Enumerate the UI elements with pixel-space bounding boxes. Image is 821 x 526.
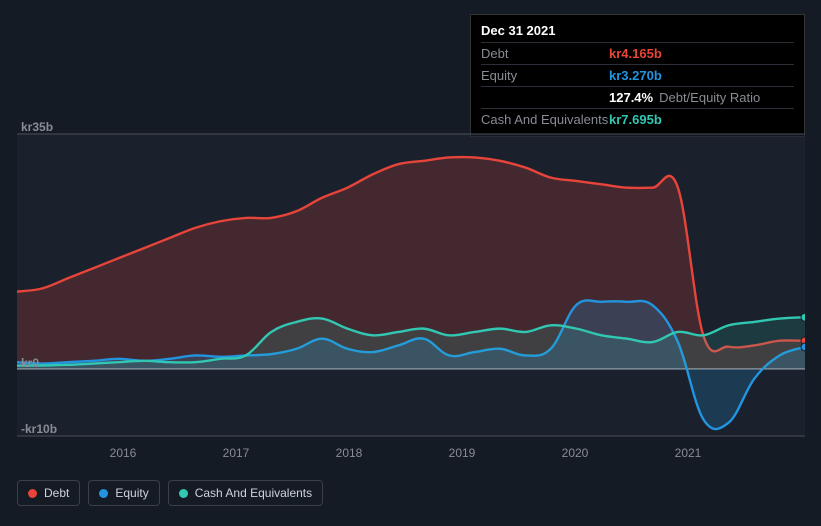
- tooltip-row-debt: Debt kr4.165b: [481, 42, 794, 64]
- y-tick-label: -kr10b: [21, 422, 57, 436]
- tooltip-value-ratio: 127.4% Debt/Equity Ratio: [609, 90, 760, 105]
- legend-label: Debt: [44, 486, 69, 500]
- y-tick-label: kr35b: [21, 120, 53, 134]
- x-tick-label: 2016: [110, 446, 137, 460]
- tooltip-label: Debt: [481, 46, 609, 61]
- tooltip-ratio-suffix: Debt/Equity Ratio: [659, 90, 760, 105]
- legend-label: Cash And Equivalents: [195, 486, 312, 500]
- tooltip-row-equity: Equity kr3.270b: [481, 64, 794, 86]
- tooltip-label: Equity: [481, 68, 609, 83]
- legend-item-debt[interactable]: Debt: [17, 480, 80, 506]
- legend-item-cash[interactable]: Cash And Equivalents: [168, 480, 323, 506]
- chart-area[interactable]: kr35b kr0 -kr10b 2016 2017 2018 2019 202…: [17, 120, 805, 470]
- legend-dot: [28, 489, 37, 498]
- tooltip-panel: Dec 31 2021 Debt kr4.165b Equity kr3.270…: [470, 14, 805, 137]
- tooltip-date: Dec 31 2021: [481, 23, 794, 38]
- x-tick-label: 2017: [223, 446, 250, 460]
- x-tick-label: 2018: [336, 446, 363, 460]
- x-tick-label: 2021: [675, 446, 702, 460]
- tooltip-ratio-pct: 127.4%: [609, 90, 653, 105]
- legend-dot: [179, 489, 188, 498]
- legend-dot: [99, 489, 108, 498]
- legend-item-equity[interactable]: Equity: [88, 480, 159, 506]
- tooltip-value-equity: kr3.270b: [609, 68, 662, 83]
- tooltip-label: [481, 90, 609, 105]
- x-tick-label: 2019: [449, 446, 476, 460]
- x-tick-label: 2020: [562, 446, 589, 460]
- tooltip-row-ratio: 127.4% Debt/Equity Ratio: [481, 86, 794, 108]
- tooltip-value-debt: kr4.165b: [609, 46, 662, 61]
- legend: Debt Equity Cash And Equivalents: [17, 480, 323, 506]
- legend-label: Equity: [115, 486, 148, 500]
- chart-svg: [17, 120, 805, 470]
- y-tick-label: kr0: [21, 356, 39, 370]
